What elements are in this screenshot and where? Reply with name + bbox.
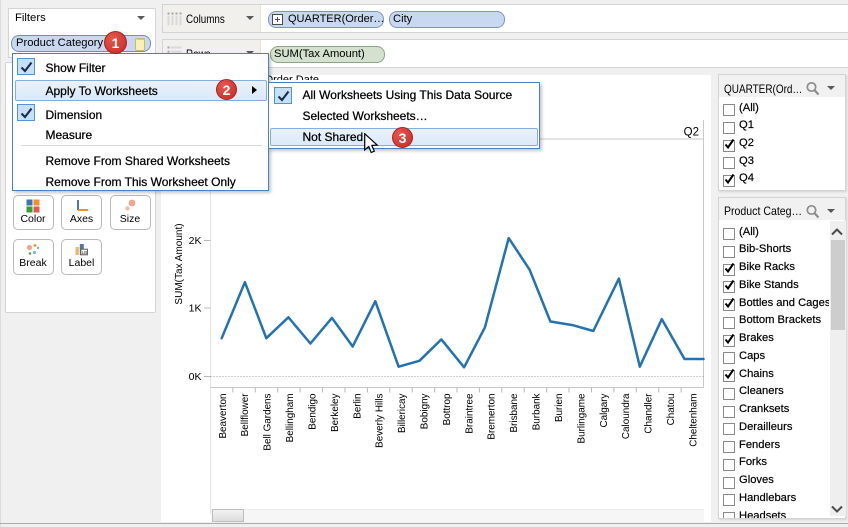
svg-text:0K: 0K bbox=[189, 371, 202, 383]
svg-text:1K: 1K bbox=[189, 303, 202, 315]
svg-text:Chatou: Chatou bbox=[666, 394, 677, 426]
svg-text:Caloundra: Caloundra bbox=[621, 393, 632, 439]
svg-text:Burbank: Burbank bbox=[532, 393, 543, 430]
svg-text:Burien: Burien bbox=[554, 394, 565, 423]
svg-text:Bendigo: Bendigo bbox=[307, 393, 318, 430]
svg-text:2K: 2K bbox=[189, 235, 202, 247]
svg-text:Brisbane: Brisbane bbox=[509, 393, 520, 432]
svg-text:Beaverton: Beaverton bbox=[218, 394, 229, 439]
svg-text:Billericay: Billericay bbox=[397, 393, 408, 433]
svg-text:Bellflower: Bellflower bbox=[240, 393, 251, 437]
svg-text:Bobigny: Bobigny bbox=[420, 393, 431, 429]
svg-text:Bottrop: Bottrop bbox=[442, 393, 453, 425]
svg-text:Cheltenham: Cheltenham bbox=[688, 394, 699, 447]
svg-text:Berlin: Berlin bbox=[352, 394, 363, 419]
svg-text:Braintree: Braintree bbox=[464, 393, 475, 434]
svg-text:Beverly Hills: Beverly Hills bbox=[375, 393, 386, 447]
svg-text:Bremerton: Bremerton bbox=[487, 394, 498, 440]
svg-text:Chandler: Chandler bbox=[644, 393, 655, 434]
svg-text:Berkeley: Berkeley bbox=[330, 393, 341, 431]
svg-text:Q2: Q2 bbox=[684, 127, 699, 139]
svg-text:Calgary: Calgary bbox=[599, 393, 610, 427]
svg-text:LB: LB bbox=[82, 250, 88, 255]
svg-text:SUM(Tax Amount): SUM(Tax Amount) bbox=[174, 223, 185, 304]
svg-text:Bell Gardens: Bell Gardens bbox=[263, 393, 274, 450]
svg-text:Bellingham: Bellingham bbox=[285, 394, 296, 443]
svg-text:Burlingame: Burlingame bbox=[576, 393, 587, 443]
